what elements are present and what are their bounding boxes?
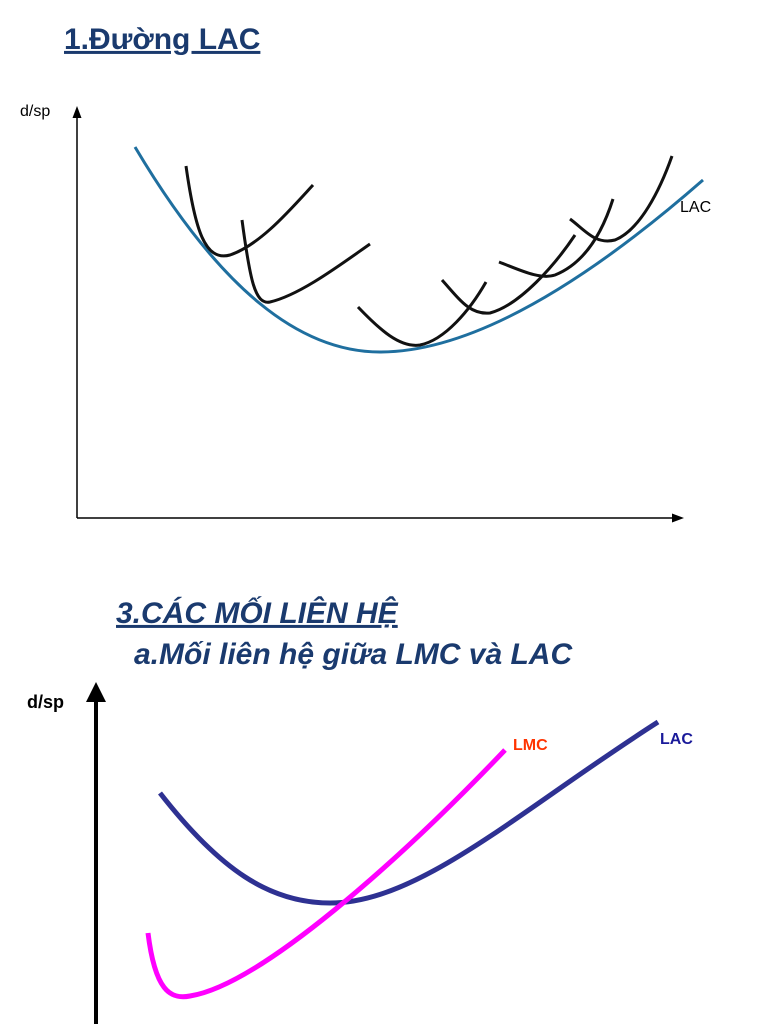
lmc-label: LMC — [513, 737, 548, 754]
lmc-curve — [145, 748, 507, 1000]
sac-curve — [440, 234, 577, 315]
diagram-1 — [72, 106, 704, 523]
section-title: 1.Đường LAC — [64, 23, 260, 56]
sac-curve — [240, 219, 371, 304]
section-title: 3.CÁC MỐI LIÊN HỆ — [116, 596, 399, 630]
curve-label: LAC — [680, 199, 711, 216]
sac-curve — [569, 155, 674, 243]
sac-curve — [184, 165, 315, 258]
y-axis-label: d/sp — [27, 692, 64, 712]
lac-curve — [158, 719, 660, 906]
lac-label: LAC — [660, 731, 693, 748]
y-axis-label: d/sp — [20, 103, 50, 120]
sac-curve — [356, 281, 488, 347]
lac-curve — [133, 146, 704, 354]
sac-curves — [184, 155, 674, 347]
section-subtitle: a.Mối liên hệ giữa LMC và LAC — [134, 638, 573, 671]
diagram-2 — [86, 682, 660, 1024]
sac-curve — [498, 198, 615, 278]
